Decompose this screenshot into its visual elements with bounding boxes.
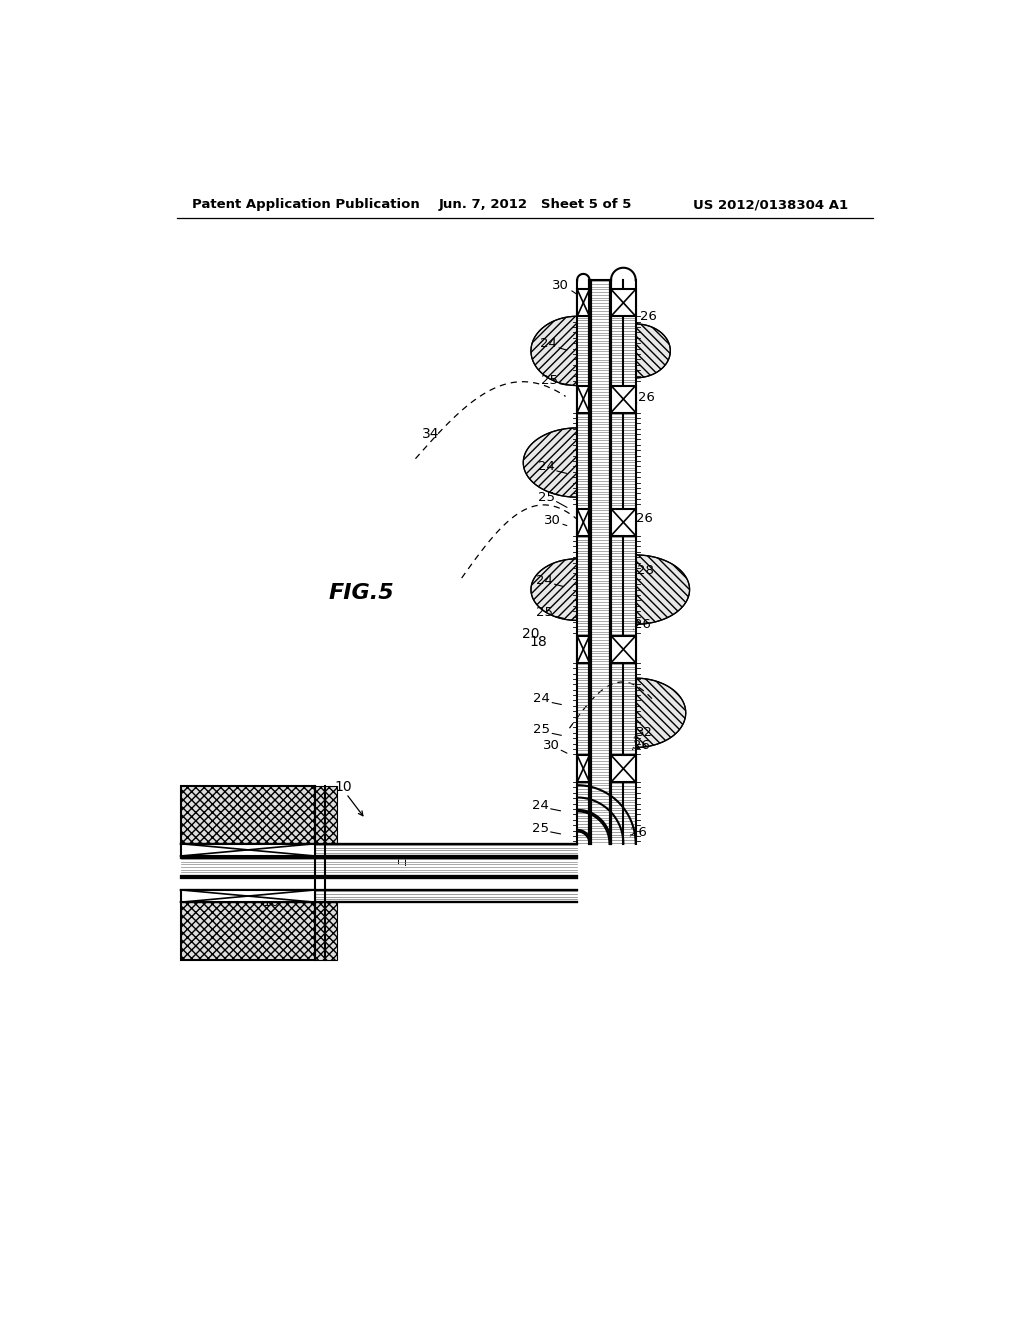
Text: Patent Application Publication: Patent Application Publication (193, 198, 420, 211)
Text: 14: 14 (384, 845, 400, 858)
Bar (180, 890, 315, 903)
Polygon shape (636, 323, 671, 378)
Text: 26: 26 (634, 618, 651, 631)
Text: 34: 34 (422, 428, 439, 441)
Bar (180, 843, 315, 857)
Bar (611, 508, 636, 536)
Bar (611, 385, 636, 412)
Bar (315, 785, 337, 843)
Text: FIG.5: FIG.5 (329, 583, 394, 603)
Text: 30: 30 (544, 513, 561, 527)
Bar (611, 636, 636, 663)
Text: 16: 16 (262, 896, 280, 909)
Bar (578, 280, 636, 909)
Bar (578, 636, 590, 663)
Text: 24: 24 (534, 693, 550, 705)
Bar (180, 785, 315, 843)
Text: 24: 24 (538, 459, 555, 473)
Polygon shape (531, 317, 578, 385)
Text: 25: 25 (536, 606, 553, 619)
Polygon shape (523, 428, 578, 498)
Text: 32: 32 (637, 726, 653, 739)
Text: 30: 30 (543, 739, 559, 752)
Text: 24: 24 (536, 574, 553, 587)
Polygon shape (636, 554, 689, 624)
Text: 25: 25 (538, 491, 555, 504)
Polygon shape (636, 678, 686, 747)
Bar (611, 755, 636, 781)
Text: 24: 24 (531, 799, 549, 812)
Text: 28: 28 (637, 564, 654, 577)
Bar (180, 878, 578, 890)
Text: 26: 26 (631, 825, 647, 838)
Text: Jun. 7, 2012   Sheet 5 of 5: Jun. 7, 2012 Sheet 5 of 5 (438, 198, 632, 211)
Bar (180, 842, 578, 904)
Text: 26: 26 (637, 512, 653, 525)
Polygon shape (531, 558, 578, 620)
Text: US 2012/0138304 A1: US 2012/0138304 A1 (692, 198, 848, 211)
Text: 20: 20 (522, 627, 540, 642)
Bar (609, 280, 611, 843)
Bar (590, 280, 591, 843)
Text: 26: 26 (640, 310, 656, 323)
Text: 12: 12 (393, 845, 410, 858)
Bar (578, 289, 590, 317)
Text: 24: 24 (541, 337, 557, 350)
Text: 10: 10 (335, 780, 352, 795)
Text: 30: 30 (552, 279, 568, 292)
Bar (578, 755, 590, 781)
Text: 25: 25 (534, 723, 550, 737)
Bar (180, 843, 578, 857)
Text: 25: 25 (531, 822, 549, 834)
Bar (611, 289, 636, 317)
Text: 22: 22 (403, 845, 419, 858)
Bar (578, 385, 590, 412)
Text: 26: 26 (633, 739, 649, 751)
Text: 18: 18 (529, 635, 548, 649)
Text: 25: 25 (541, 374, 558, 387)
Text: 26: 26 (638, 391, 655, 404)
Bar (578, 508, 590, 536)
Bar (180, 903, 315, 960)
Bar (315, 903, 337, 960)
